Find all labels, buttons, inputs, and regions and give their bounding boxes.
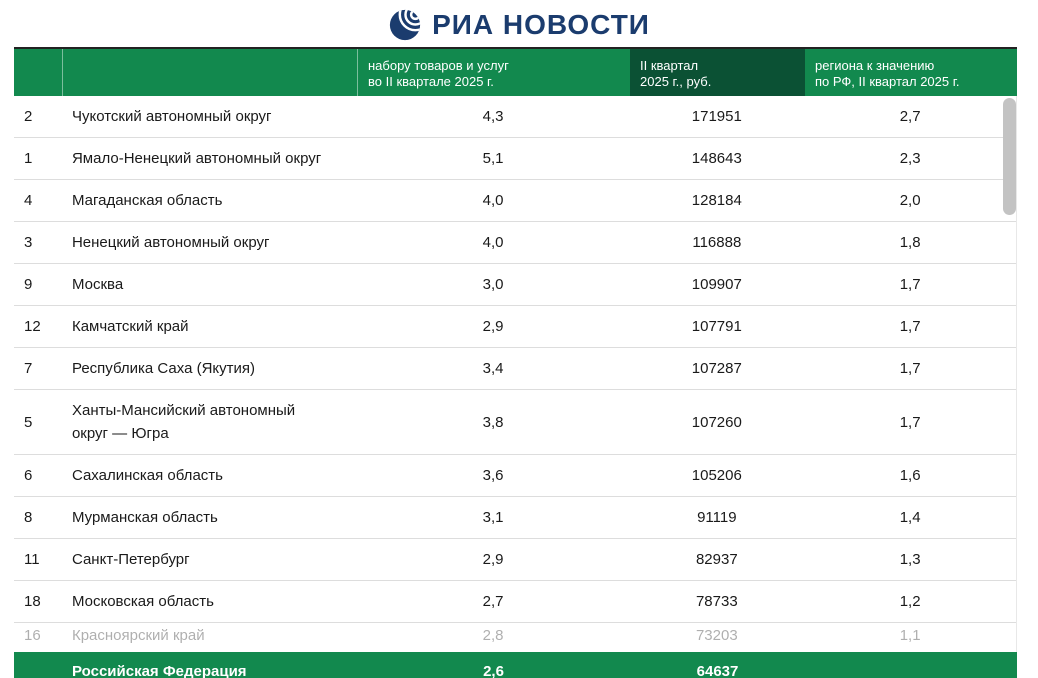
table-row: 6 Сахалинская область 3,6 105206 1,6 [14, 455, 1016, 497]
ratio-cell: 4,3 [482, 108, 504, 125]
ratio-cell: 3,4 [482, 360, 504, 377]
rub-cell: 171951 [691, 108, 742, 125]
region-cell: Ненецкий автономный округ [71, 234, 270, 251]
region-cell: Мурманская область [71, 509, 218, 526]
rf-cell: 1,4 [899, 509, 921, 526]
rub-cell: 116888 [692, 234, 742, 251]
table-header: набору товаров и услуг во II квартале 20… [14, 49, 1017, 96]
rank-cell: 4 [24, 192, 33, 209]
rank-cell: 8 [24, 509, 33, 526]
rf-cell: 2,0 [899, 192, 921, 209]
rank-cell: 5 [24, 413, 33, 431]
ratio-cell: 3,8 [482, 413, 504, 431]
rf-cell: 1,7 [899, 360, 921, 377]
rub-cell: 105206 [691, 467, 742, 484]
rank-cell: 3 [24, 234, 33, 251]
header-rub: II квартал 2025 г., руб. [630, 49, 805, 96]
rub-cell: 148643 [691, 150, 742, 167]
rf-cell: 1,7 [899, 413, 921, 431]
ratings-table: набору товаров и услуг во II квартале 20… [14, 47, 1017, 678]
ratio-cell: 4,0 [482, 234, 504, 251]
region-cell: Республика Саха (Якутия) [71, 360, 256, 377]
rank-cell: 16 [24, 626, 41, 644]
ratio-cell: 3,0 [482, 276, 504, 293]
footer-ratio-cell: 2,6 [483, 662, 504, 678]
rf-cell: 1,6 [899, 467, 921, 484]
rf-cell: 2,7 [899, 108, 921, 125]
table-footer-row: Российская Федерация 2,6 64637 [14, 652, 1017, 678]
header-rank [14, 49, 62, 96]
region-cell: Ямало-Ненецкий автономный округ [71, 150, 322, 167]
ratio-cell: 2,8 [482, 626, 504, 644]
ratio-cell: 3,1 [482, 509, 504, 526]
region-cell: Магаданская область [71, 192, 223, 209]
region-cell: Москва [71, 276, 124, 293]
rank-cell: 9 [24, 276, 33, 293]
table-row: 18 Московская область 2,7 78733 1,2 [14, 581, 1016, 623]
region-cell: Сахалинская область [71, 467, 223, 484]
rub-cell: 128184 [691, 192, 742, 209]
region-cell: Камчатский край [71, 318, 189, 335]
table-body[interactable]: 2 Чукотский автономный округ 4,3 171951 … [14, 96, 1017, 652]
rf-cell: 1,2 [899, 593, 921, 610]
rub-cell: 78733 [695, 593, 738, 610]
table-row: 4 Магаданская область 4,0 128184 2,0 [14, 180, 1016, 222]
ratio-cell: 5,1 [482, 150, 504, 167]
table-row: 3 Ненецкий автономный округ 4,0 116888 1… [14, 222, 1016, 264]
table-row: 5 Ханты-Мансийский автономный округ — Юг… [14, 390, 1016, 455]
table-top-border [14, 47, 1017, 49]
table-row: 1 Ямало-Ненецкий автономный округ 5,1 14… [14, 138, 1016, 180]
scrollbar-thumb[interactable] [1003, 98, 1016, 215]
logo-text: РИА НОВОСТИ [432, 9, 650, 40]
region-cell: Санкт-Петербург [71, 551, 190, 568]
rf-cell: 1,3 [899, 551, 921, 568]
region-cell: Чукотский автономный округ [71, 108, 272, 125]
ratio-cell: 2,7 [482, 593, 504, 610]
ratio-cell: 3,6 [482, 467, 504, 484]
rank-cell: 2 [24, 108, 33, 125]
rub-cell: 91119 [697, 509, 737, 526]
header-ratio: набору товаров и услуг во II квартале 20… [357, 49, 630, 96]
ria-globe-icon [389, 9, 421, 41]
table-row: 7 Республика Саха (Якутия) 3,4 107287 1,… [14, 348, 1016, 390]
rub-cell: 107287 [691, 360, 742, 377]
ratio-cell: 2,9 [482, 318, 504, 335]
footer-rub-cell: 64637 [696, 662, 739, 678]
table-row: 8 Мурманская область 3,1 91119 1,4 [14, 497, 1016, 539]
rub-cell: 107260 [691, 413, 742, 431]
rf-cell: 2,3 [899, 150, 921, 167]
region-cell: Московская область [71, 593, 214, 610]
header-rf: региона к значению по РФ, II квартал 202… [815, 58, 960, 89]
ratio-cell: 4,0 [482, 192, 504, 209]
footer-region-cell: Российская Федерация [72, 662, 247, 678]
table-row: 2 Чукотский автономный округ 4,3 171951 … [14, 96, 1016, 138]
region-cell: Красноярский край [71, 626, 205, 644]
rank-cell: 7 [24, 360, 33, 377]
rank-cell: 6 [24, 467, 33, 484]
table-row: 16 Красноярский край 2,8 73203 1,1 [14, 623, 1016, 652]
table-row: 9 Москва 3,0 109907 1,7 [14, 264, 1016, 306]
rub-cell: 82937 [695, 551, 738, 568]
rf-cell: 1,1 [899, 626, 921, 644]
rank-cell: 18 [24, 593, 41, 610]
rf-cell: 1,8 [899, 234, 921, 251]
rank-cell: 1 [24, 150, 33, 167]
rub-cell: 109907 [691, 276, 742, 293]
rub-cell: 107791 [691, 318, 742, 335]
ria-novosti-logo: РИА НОВОСТИ [0, 5, 1038, 45]
region-cell: Ханты-Мансийский автономный округ — Югра [71, 402, 296, 442]
rub-cell: 73203 [695, 626, 738, 644]
table-row: 12 Камчатский край 2,9 107791 1,7 [14, 306, 1016, 348]
ratio-cell: 2,9 [482, 551, 504, 568]
rank-cell: 11 [24, 551, 40, 568]
rf-cell: 1,7 [899, 318, 921, 335]
rank-cell: 12 [24, 318, 41, 335]
header-region [62, 49, 357, 96]
table-row: 11 Санкт-Петербург 2,9 82937 1,3 [14, 539, 1016, 581]
rf-cell: 1,7 [899, 276, 921, 293]
